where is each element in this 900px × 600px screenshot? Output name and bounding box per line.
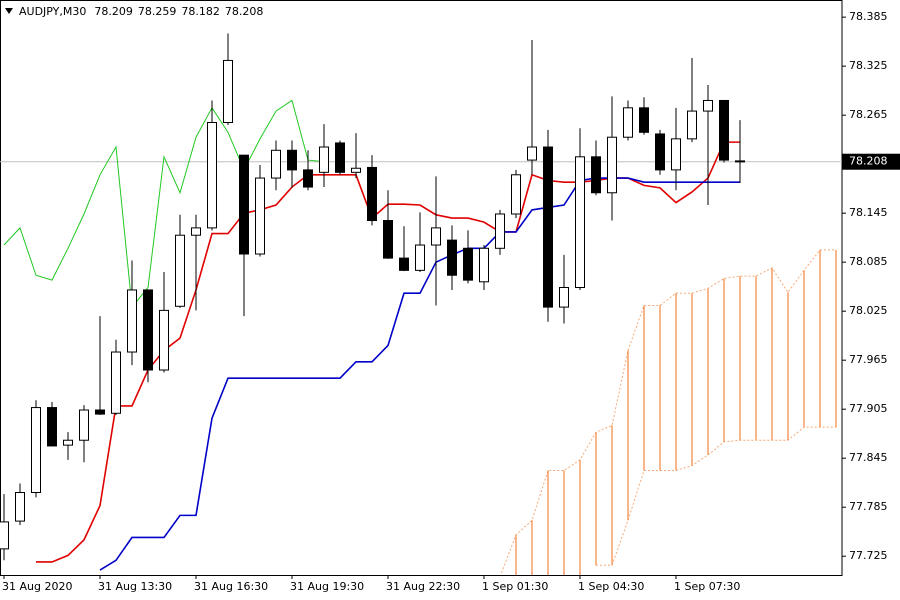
candle-body — [671, 138, 681, 171]
candle-body — [623, 107, 633, 138]
cloud-edge — [596, 426, 836, 566]
candle-body — [719, 99, 729, 161]
candle-body — [223, 59, 233, 124]
candle-body — [127, 289, 137, 353]
y-tick-label: 78.385 — [849, 10, 888, 23]
candle-body — [511, 174, 521, 215]
candle-body — [591, 156, 601, 194]
indicator-line — [99, 177, 740, 571]
candle-body — [95, 409, 105, 415]
close-value: 78.208 — [225, 5, 264, 18]
candle-body — [431, 227, 441, 246]
y-tick-label: 78.265 — [849, 108, 888, 121]
candle-body — [31, 407, 41, 494]
x-tick-label: 1 Sep 04:30 — [578, 580, 644, 593]
candle-body — [447, 239, 457, 276]
candle-body — [735, 160, 745, 163]
y-tick-label: 77.905 — [849, 402, 888, 415]
high-value: 78.259 — [138, 5, 177, 18]
y-tick-label: 77.965 — [849, 353, 888, 366]
candle-body — [527, 146, 537, 161]
x-tick-label: 1 Sep 01:30 — [482, 580, 548, 593]
candle-body — [575, 156, 585, 288]
candle-body — [287, 149, 297, 171]
candle-body — [319, 146, 329, 173]
candle-body — [463, 247, 473, 281]
candle-body — [207, 122, 217, 229]
candle-body — [639, 107, 649, 133]
y-tick-label: 77.725 — [849, 549, 888, 562]
y-tick-label: 78.025 — [849, 304, 888, 317]
candle-body — [191, 227, 201, 236]
candle-body — [607, 136, 617, 194]
candle-body — [479, 247, 489, 283]
candle-body — [111, 351, 121, 414]
axes: 78.385 78.325 78.265 78.145 78.085 78.025 77.9… — [2, 10, 900, 593]
open-value: 78.209 — [94, 5, 133, 18]
candle-body — [79, 409, 89, 441]
candle-body — [239, 154, 249, 255]
x-tick-label: 31 Aug 16:30 — [194, 580, 268, 593]
candle-body — [543, 146, 553, 308]
cloud-edge — [500, 249, 836, 575]
candle-body — [15, 492, 25, 522]
candle-body — [559, 287, 569, 308]
candle-body — [351, 167, 361, 173]
plot-frame — [0, 0, 843, 576]
candle-body — [367, 166, 377, 222]
candle-body — [159, 309, 169, 371]
x-tick-label: 31 Aug 19:30 — [290, 580, 364, 593]
candle-body — [399, 257, 409, 271]
candle-body — [335, 142, 345, 173]
candle-body — [383, 220, 393, 259]
x-tick-label: 1 Sep 07:30 — [674, 580, 740, 593]
candle-body — [175, 234, 185, 307]
y-tick-label: 78.085 — [849, 255, 888, 268]
candle-body — [703, 99, 713, 112]
y-tick-label: 78.145 — [849, 206, 888, 219]
candle-body — [0, 521, 9, 550]
y-tick-label: 77.845 — [849, 451, 888, 464]
candle-body — [271, 149, 281, 179]
candle-body — [303, 169, 313, 188]
candle-body — [255, 177, 265, 255]
candle-body — [415, 244, 425, 271]
candle-body — [47, 407, 57, 447]
candle-body — [687, 110, 697, 140]
candle-body — [143, 289, 153, 371]
chart-header: AUDJPY,M30 78.209 78.259 78.182 78.208 — [19, 5, 263, 18]
candle-body — [63, 439, 73, 446]
y-tick-label: 78.325 — [849, 59, 888, 72]
price-label-box — [842, 153, 900, 170]
x-tick-label: 31 Aug 22:30 — [386, 580, 460, 593]
x-tick-label: 31 Aug 2020 — [2, 580, 72, 593]
chart-title: AUDJPY,M30 — [19, 5, 86, 18]
indicator-line — [3, 99, 325, 309]
dropdown-icon — [5, 8, 13, 14]
candle-body — [495, 213, 505, 249]
y-tick-label: 77.785 — [849, 500, 888, 513]
price-label: 78.208 — [849, 155, 888, 168]
low-value: 78.182 — [181, 5, 220, 18]
x-tick-label: 31 Aug 13:30 — [98, 580, 172, 593]
candle-body — [655, 133, 665, 171]
plot-area — [0, 33, 842, 575]
